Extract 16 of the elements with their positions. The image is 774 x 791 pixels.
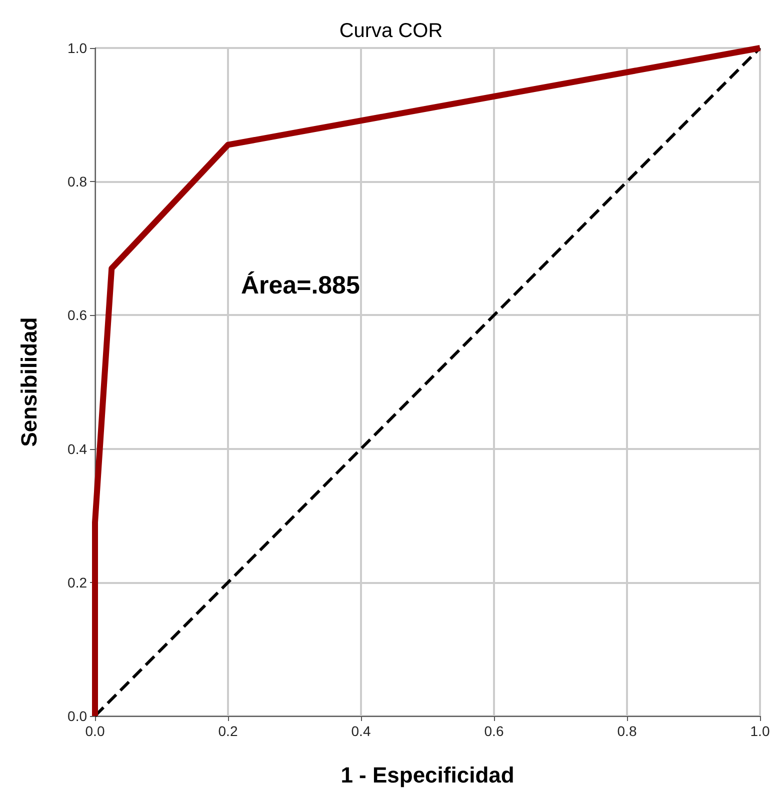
y-tick-label: 0.8 [68,174,88,190]
y-tick-label: 0.6 [68,307,88,324]
y-axis-title: Sensibilidad [16,317,42,447]
y-tick-label: 1.0 [68,40,88,56]
x-tick-label: 0.4 [351,723,371,739]
x-tick-label: 0.8 [617,723,637,739]
y-tick-label: 0.4 [68,440,88,457]
annotation: Área=.885 [241,270,360,300]
x-tick-label: 0.6 [484,723,504,739]
x-axis-title: 1 - Especificidad [340,762,514,788]
x-tick-label: 0.2 [218,723,238,739]
x-tick-label: 0.0 [85,723,105,739]
x-tick-label: 1.0 [750,723,770,739]
y-tick-label: 0.0 [68,708,88,724]
chart-title: Curva COR [339,20,443,42]
y-tick-label: 0.2 [68,574,88,590]
